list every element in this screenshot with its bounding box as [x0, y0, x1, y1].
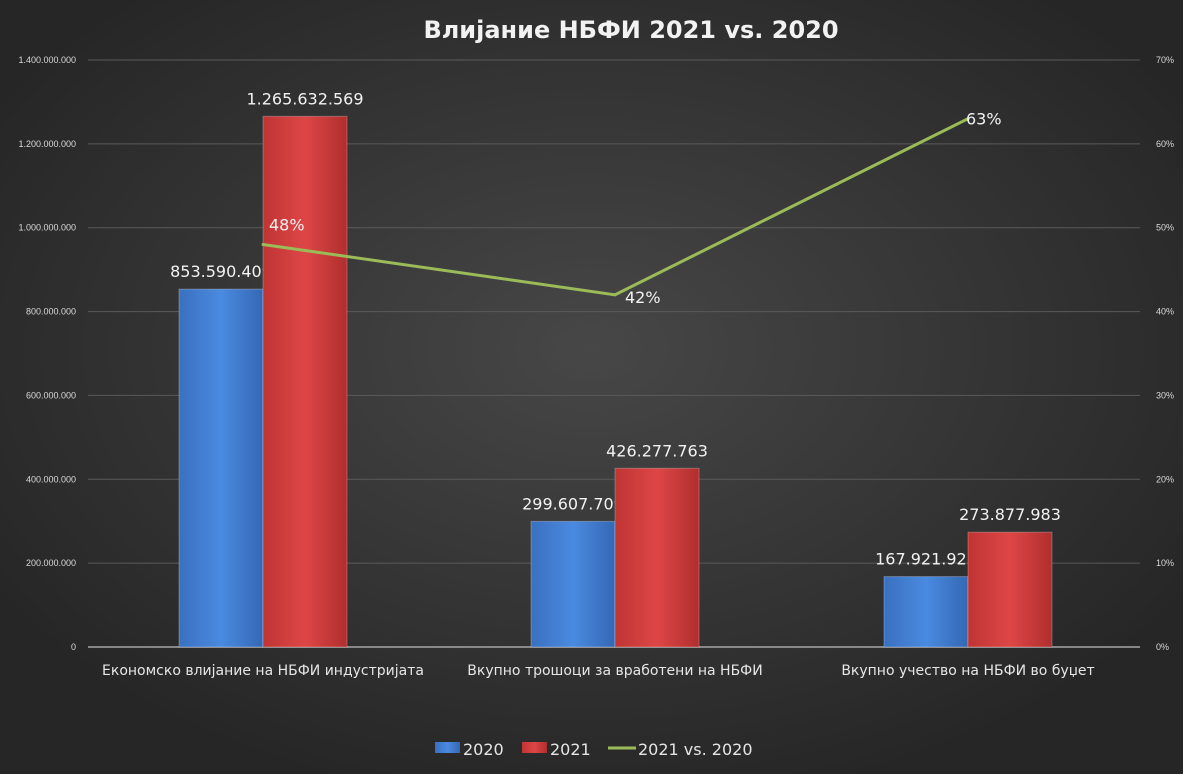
- bar-2021: [614, 467, 700, 648]
- legend-label-2021-vs-2020: 2021 vs. 2020: [638, 740, 753, 759]
- y2-tick-label: 0%: [1156, 642, 1169, 652]
- line-point: [613, 293, 617, 297]
- legend-swatch-2020: [435, 742, 460, 753]
- x-category-label: Вкупно трошоци за вработени на НБФИ: [467, 663, 762, 679]
- bar-2021: [262, 115, 348, 648]
- legend-label-2021: 2021: [550, 740, 591, 759]
- y-tick-label: 600.000.000: [26, 390, 76, 400]
- y-tick-label: 1.000.000.000: [18, 223, 76, 233]
- bar-2021: [967, 531, 1053, 648]
- y2-tick-label: 10%: [1156, 558, 1174, 568]
- legend-label-2020: 2020: [463, 740, 504, 759]
- data-label-2021: 1.265.632.569: [246, 89, 363, 108]
- x-category-label: Вкупно учество на НБФИ во буџет: [841, 663, 1094, 679]
- y-tick-label: 800.000.000: [26, 307, 76, 317]
- y-tick-label: 0: [71, 642, 76, 652]
- data-label-2021: 426.277.763: [606, 441, 708, 460]
- line-data-label: 42%: [625, 288, 661, 307]
- y-tick-label: 1.400.000.000: [18, 55, 76, 65]
- bar-2020: [530, 520, 616, 648]
- y2-tick-label: 20%: [1156, 474, 1174, 484]
- y-tick-label: 200.000.000: [26, 558, 76, 568]
- bar-2020: [178, 288, 264, 648]
- y-tick-label: 400.000.000: [26, 474, 76, 484]
- y2-tick-label: 30%: [1156, 390, 1174, 400]
- legend-swatch-2021: [522, 742, 547, 753]
- y-tick-label: 1.200.000.000: [18, 139, 76, 149]
- y2-tick-label: 70%: [1156, 55, 1174, 65]
- y2-tick-label: 50%: [1156, 223, 1174, 233]
- line-data-label: 48%: [269, 215, 305, 234]
- data-label-2020: 853.590.409: [170, 262, 272, 281]
- line-point: [261, 242, 265, 246]
- data-label-2020: 167.921.927: [875, 550, 977, 569]
- y2-tick-label: 40%: [1156, 307, 1174, 317]
- data-label-2021: 273.877.983: [959, 505, 1061, 524]
- line-point: [966, 117, 970, 121]
- data-label-2020: 299.607.709: [522, 494, 624, 513]
- x-category-label: Економско влијание на НБФИ индустријата: [102, 663, 424, 679]
- bar-2020: [883, 576, 969, 648]
- chart-title: Влијание НБФИ 2021 vs. 2020: [423, 16, 838, 44]
- line-data-label: 63%: [966, 110, 1002, 129]
- y2-tick-label: 60%: [1156, 139, 1174, 149]
